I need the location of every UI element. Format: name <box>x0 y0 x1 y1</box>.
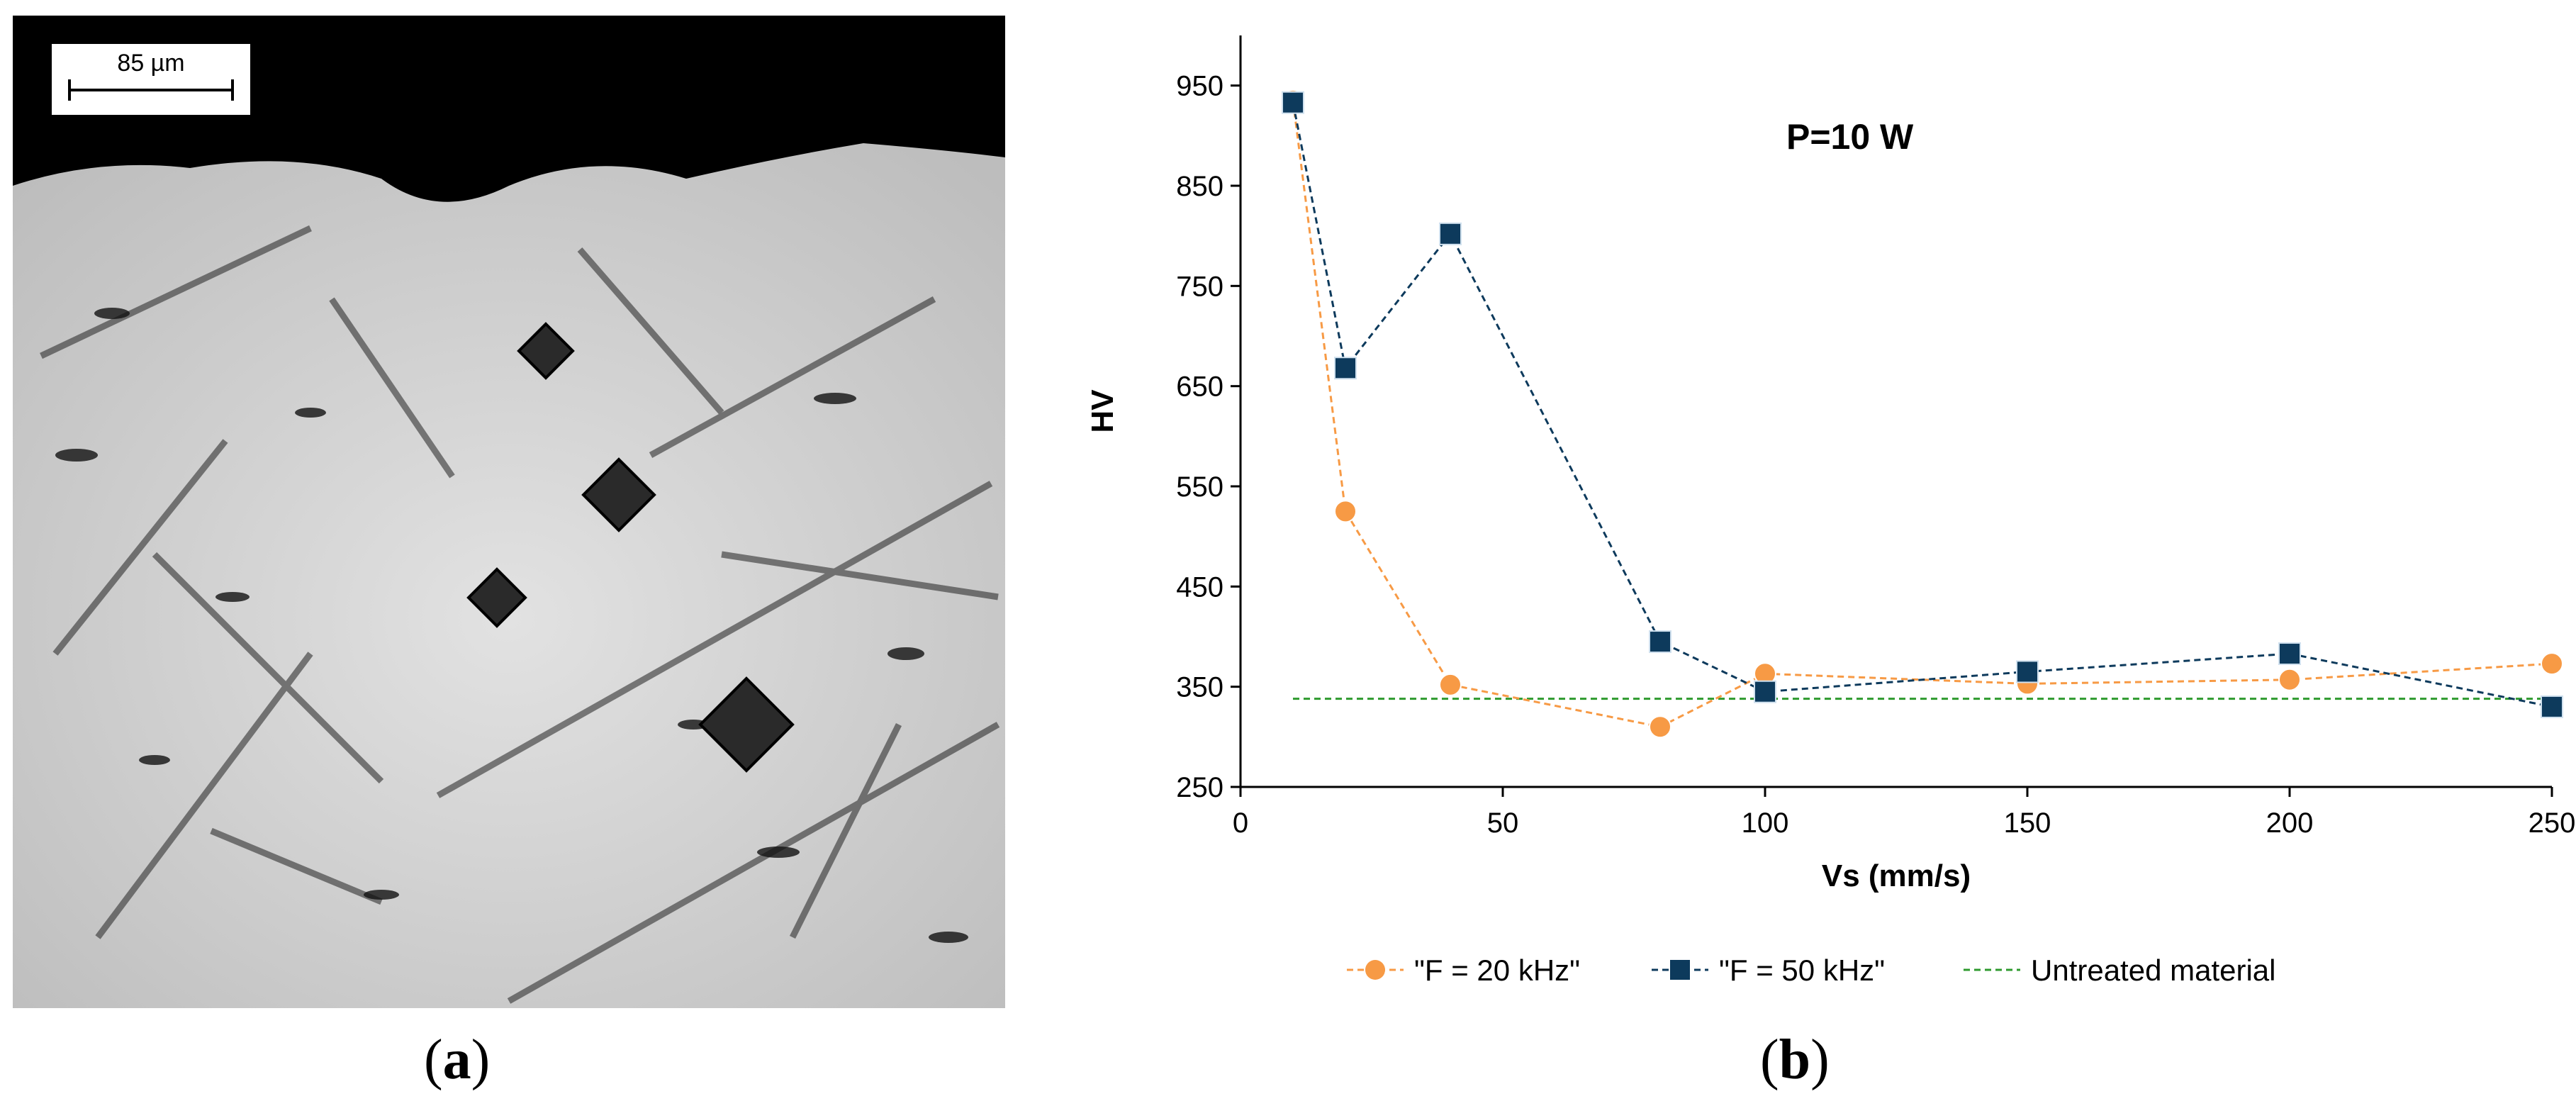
hardness-chart: 250 350 450 550 650 750 850 950 0 50 100 150 200 250 … <box>1085 35 2575 987</box>
axes: 250 350 450 550 650 750 850 950 0 50 100 150 200 250 <box>1176 35 2575 839</box>
scale-bar: 85 µm <box>52 44 250 115</box>
microstructure-needles <box>40 225 1000 1004</box>
x-axis-title: Vs (mm/s) <box>1822 859 1971 893</box>
data-point <box>2278 668 2301 691</box>
micrograph-texture <box>13 143 1005 1008</box>
y-tick-label: 550 <box>1176 471 1223 503</box>
micrograph-image: 85 µm <box>13 16 1005 1008</box>
data-point <box>1334 357 1357 380</box>
x-tick-label: 150 <box>2004 807 2051 839</box>
y-tick-label: 850 <box>1176 171 1223 202</box>
legend-label: "F = 50 kHz" <box>1719 954 1885 987</box>
data-point <box>1754 680 1776 703</box>
data-point <box>1334 500 1357 523</box>
data-point <box>1282 91 1304 114</box>
legend-swatch-marker <box>1670 960 1690 980</box>
x-tick-label: 50 <box>1487 807 1519 839</box>
y-tick-label: 450 <box>1176 571 1223 603</box>
panel-label-b: (b) <box>1760 1029 1830 1091</box>
series-line <box>1292 102 2553 708</box>
scale-bar-label: 85 µm <box>117 50 185 77</box>
data-point <box>1439 222 1462 245</box>
indentation-marks <box>466 322 795 773</box>
data-point <box>1649 715 1671 739</box>
x-tick-label: 250 <box>2529 807 2576 839</box>
data-point <box>1439 673 1462 696</box>
data-point <box>2541 695 2563 718</box>
legend-label: Untreated material <box>2031 954 2276 987</box>
data-point <box>2016 660 2039 683</box>
legend-label: "F = 20 kHz" <box>1414 954 1580 987</box>
data-point <box>2541 652 2563 676</box>
specimen-surface <box>13 143 1005 1008</box>
x-tick-label: 0 <box>1233 807 1248 839</box>
panel-label-a: (a) <box>424 1029 491 1091</box>
series-20khz <box>1282 89 2563 739</box>
data-point <box>2278 642 2301 666</box>
y-tick-label: 750 <box>1176 271 1223 302</box>
y-axis-title: HV <box>1085 389 1120 433</box>
data-point <box>1649 630 1671 654</box>
y-tick-label: 250 <box>1176 772 1223 803</box>
series-line <box>1292 100 2553 728</box>
x-tick-label: 200 <box>2266 807 2314 839</box>
series-50khz <box>1282 91 2563 718</box>
legend-swatch-marker <box>1365 960 1385 980</box>
chart-annotation: P=10 W <box>1786 117 1914 157</box>
scale-bar-line <box>68 79 234 101</box>
y-tick-label: 350 <box>1176 672 1223 703</box>
legend: "F = 20 kHz" "F = 50 kHz" Untreated materi… <box>1347 954 2276 987</box>
x-tick-label: 100 <box>1742 807 1789 839</box>
y-tick-label: 950 <box>1176 71 1223 102</box>
y-tick-label: 650 <box>1176 371 1223 403</box>
